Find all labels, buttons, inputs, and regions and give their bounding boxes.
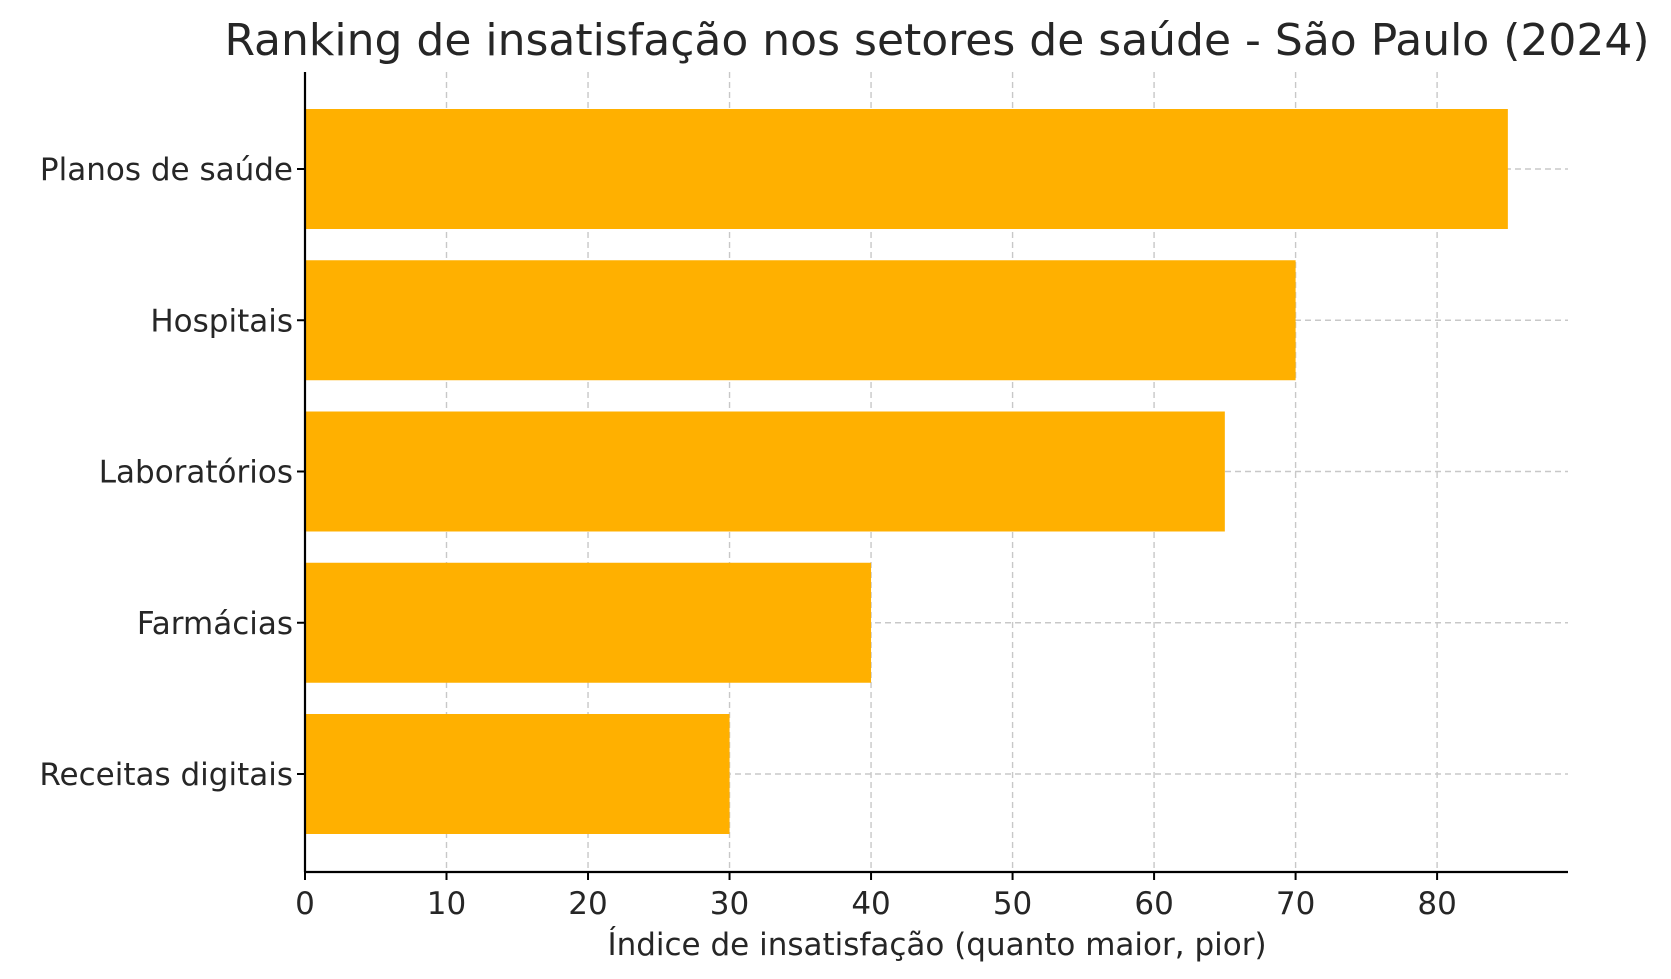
x-tick-label: 60 (1134, 886, 1173, 922)
x-tick-label: 50 (993, 886, 1032, 922)
x-tick-label: 30 (710, 886, 749, 922)
x-tick-label: 40 (851, 886, 890, 922)
x-tick-label: 80 (1417, 886, 1456, 922)
chart-title: Ranking de insatisfação nos setores de s… (224, 15, 1649, 66)
x-tick-label: 70 (1276, 886, 1315, 922)
x-axis-label: Índice de insatisfação (quanto maior, pi… (607, 927, 1266, 963)
bar-1 (305, 109, 1508, 229)
y-axis-ticks: Planos de saúde Hospitais Laboratórios Farm… (39, 152, 305, 793)
bar-4 (305, 562, 872, 683)
y-tick-label: Laboratórios (99, 455, 293, 491)
y-tick-label: Receitas digitais (39, 757, 293, 793)
bar-2 (305, 260, 1296, 381)
y-tick-label: Farmácias (137, 606, 293, 642)
bar-5 (305, 714, 730, 834)
y-tick-label: Planos de saúde (40, 152, 293, 188)
x-tick-label: 0 (295, 886, 315, 922)
bars (305, 109, 1508, 834)
bar-3 (305, 411, 1225, 532)
x-tick-label: 20 (568, 886, 607, 922)
x-axis-ticks: 0 10 20 30 40 50 60 70 80 (295, 872, 1457, 922)
y-tick-label: Hospitais (150, 303, 293, 339)
x-tick-label: 10 (427, 886, 466, 922)
